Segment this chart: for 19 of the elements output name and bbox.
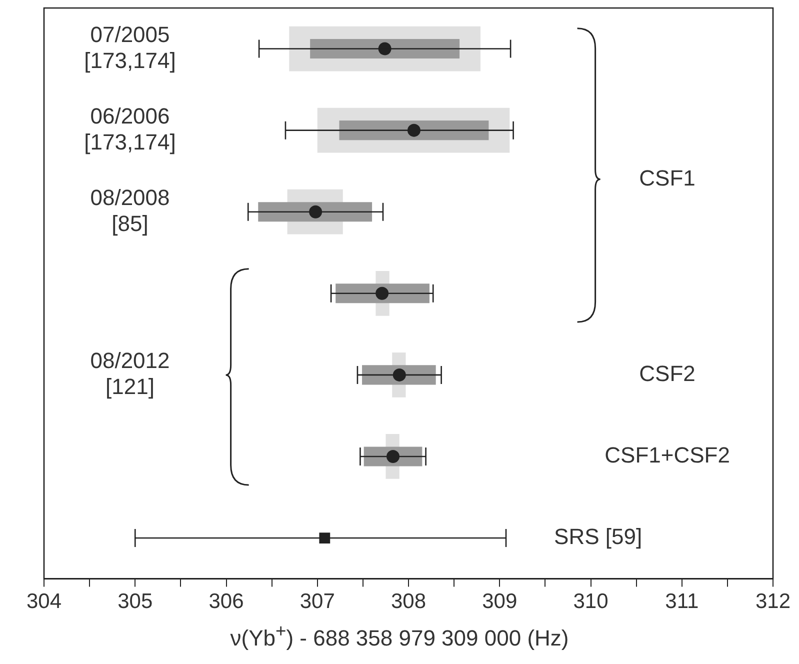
x-tick-label: 308 bbox=[390, 590, 426, 614]
x-tick-label: 312 bbox=[755, 590, 791, 614]
x-tick-label: 311 bbox=[665, 590, 699, 614]
x-tick-label: 304 bbox=[26, 590, 62, 614]
point bbox=[319, 532, 330, 544]
annotation: SRS [59] bbox=[554, 524, 642, 550]
y-tick-label: 07/2005 [173,174] bbox=[84, 22, 176, 73]
y-tick-label: 06/2006 [173,174] bbox=[84, 103, 176, 154]
y-tick-label: 08/2012 [121] bbox=[90, 348, 170, 400]
y-tick-label: 08/2008 [85] bbox=[90, 184, 170, 236]
annotation: CSF1+CSF2 bbox=[604, 442, 730, 468]
x-tick-label: 310 bbox=[573, 590, 608, 614]
annotation: CSF1 bbox=[639, 165, 696, 190]
x-axis-title: ν(Yb$^{+}$) - 688 358 979 309 000 (Hz) bbox=[229, 620, 570, 652]
x-tick-label: 307 bbox=[300, 590, 335, 614]
x-tick-label: 309 bbox=[482, 590, 518, 614]
annotation: CSF2 bbox=[639, 361, 696, 386]
x-tick-label: 306 bbox=[208, 590, 244, 614]
x-tick-label: 305 bbox=[118, 590, 153, 614]
